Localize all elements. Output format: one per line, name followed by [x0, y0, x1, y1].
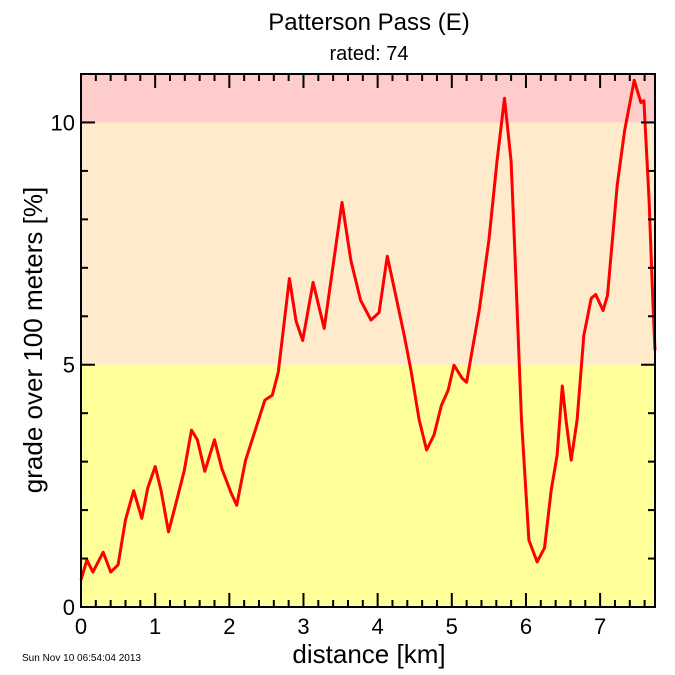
x-axis-label: distance [km] — [292, 639, 445, 669]
chart-title: Patterson Pass (E) — [268, 9, 469, 36]
axis-ticks — [80, 73, 655, 608]
grade-band — [81, 364, 655, 607]
y-tick-label: 10 — [51, 110, 75, 135]
chart-subtitle: rated: 74 — [330, 43, 409, 65]
x-tick-label: 2 — [223, 614, 235, 639]
x-tick-label: 0 — [75, 614, 87, 639]
x-tick-label: 1 — [149, 614, 161, 639]
timestamp: Sun Nov 10 06:54:04 2013 — [22, 653, 141, 664]
x-tick-label: 4 — [372, 614, 384, 639]
tick-labels: 0 1 2 3 4 5 6 7 0 5 10 — [51, 110, 607, 639]
x-tick-label: 7 — [594, 614, 606, 639]
series-line — [79, 78, 657, 581]
y-tick-label: 5 — [63, 353, 75, 378]
y-tick-label: 0 — [63, 595, 75, 620]
grade-bands — [81, 74, 655, 607]
plot-frame — [80, 73, 656, 608]
grade-band — [81, 74, 655, 123]
x-tick-label: 5 — [446, 614, 458, 639]
grade-band — [81, 122, 655, 365]
y-axis-label: grade over 100 meters [%] — [18, 187, 48, 493]
x-tick-label: 6 — [520, 614, 532, 639]
x-tick-label: 3 — [297, 614, 309, 639]
